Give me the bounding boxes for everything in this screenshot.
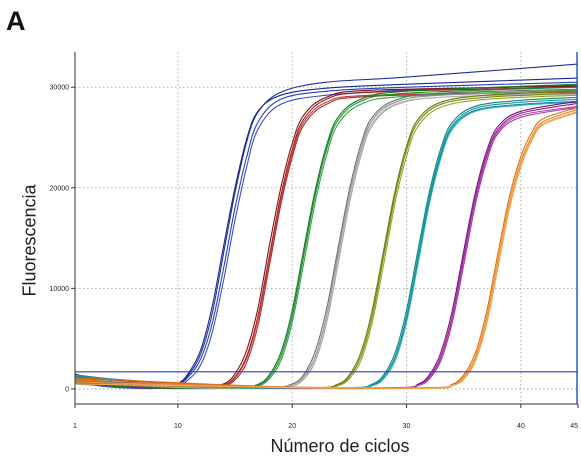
x-axis-title: Número de ciclos bbox=[270, 436, 410, 456]
y-tick-label: 20000 bbox=[50, 185, 70, 192]
x-tick-label: 1 bbox=[73, 423, 77, 430]
y-tick-label: 30000 bbox=[50, 85, 70, 92]
x-tick-label: 30 bbox=[403, 423, 411, 430]
tick-labels: 0 10000 20000 30000 1 10 20 30 40 45 bbox=[50, 85, 579, 430]
x-tick-label: 45 bbox=[570, 423, 578, 430]
x-tick-label: 20 bbox=[288, 423, 296, 430]
panel-label: A bbox=[6, 6, 26, 36]
x-tick-label: 40 bbox=[517, 423, 525, 430]
y-tick-label: 10000 bbox=[50, 286, 70, 293]
x-tick-label: 10 bbox=[174, 423, 182, 430]
series-line-30 bbox=[74, 110, 579, 389]
series-curves bbox=[74, 63, 579, 390]
y-tick-label: 0 bbox=[65, 386, 69, 393]
series-line-1 bbox=[74, 63, 579, 389]
grid bbox=[75, 52, 578, 404]
axes bbox=[74, 52, 578, 405]
